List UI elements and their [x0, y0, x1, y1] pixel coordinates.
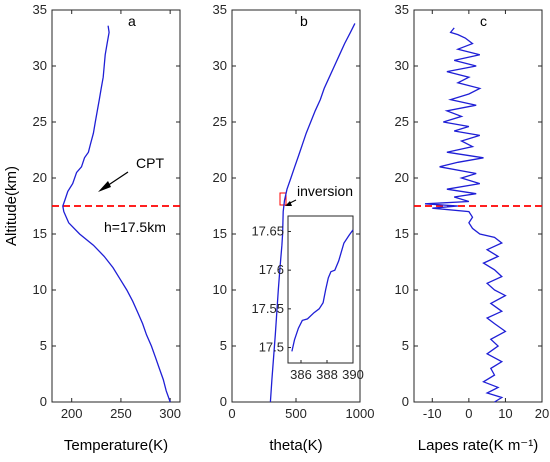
- panel-b-xlabel: theta(K): [269, 437, 322, 454]
- inset-ytick-label: 17.5: [259, 340, 284, 355]
- panel-a-ytick-label: 25: [33, 114, 47, 129]
- inset-frame: [287, 215, 354, 364]
- panel-a-xtick-label: 200: [61, 406, 83, 421]
- panel-a-xtick-label: 250: [110, 406, 132, 421]
- panel-c-ytick-label: 35: [395, 2, 409, 17]
- inset-region-marker: [279, 192, 287, 206]
- panel-c-xlabel: Lapes rate(K m⁻¹): [418, 437, 538, 454]
- panel-b-xtick-label: 1000: [346, 406, 375, 421]
- panel-b-frame: [231, 9, 361, 403]
- height-annotation: h=17.5km: [104, 219, 166, 235]
- panel-c-xtick-label: 20: [535, 406, 549, 421]
- panel-a-ylabel: Altitude(km): [3, 166, 20, 246]
- panel-b-ytick-label: 0: [220, 394, 227, 409]
- panel-a-ytick-label: 5: [40, 338, 47, 353]
- cpt-arrowhead: [98, 181, 111, 192]
- panel-a-ytick-label: 30: [33, 58, 47, 73]
- panel-a-xtick-label: 300: [159, 406, 181, 421]
- inset-xtick-label: 390: [342, 367, 364, 382]
- panel-a-ytick-label: 15: [33, 226, 47, 241]
- inset-ytick-label: 17.65: [251, 223, 284, 238]
- panel-c-xtick-label: -10: [423, 406, 442, 421]
- panel-a-ytick-label: 35: [33, 2, 47, 17]
- panel-b-series-line: [269, 23, 356, 403]
- panel-b-xtick-label: 500: [285, 406, 307, 421]
- panel-b-ytick-label: 35: [213, 2, 227, 17]
- panel-c-ytick-label: 5: [402, 338, 409, 353]
- panel-c-frame: [413, 9, 543, 403]
- panel-c-series-line: [424, 27, 507, 403]
- cpt-annotation: CPT: [136, 155, 164, 171]
- panel-c-xtick-label: 10: [498, 406, 512, 421]
- inset-ytick-label: 17.55: [251, 301, 284, 316]
- panel-a-series-line: [62, 25, 171, 403]
- panel-a-label: a: [128, 13, 136, 29]
- panel-c-ytick-label: 15: [395, 226, 409, 241]
- panel-c-xtick-label: 0: [465, 406, 472, 421]
- panel-c-ytick-label: 25: [395, 114, 409, 129]
- inset-xtick-label: 386: [290, 367, 312, 382]
- panel-b-xtick-label: 0: [228, 406, 235, 421]
- panel-c-label: c: [480, 13, 487, 29]
- panel-a-ytick-label: 0: [40, 394, 47, 409]
- inset-ytick-label: 17.6: [259, 262, 284, 277]
- inversion-arrowhead: [285, 201, 292, 206]
- inversion-annotation: inversion: [297, 183, 353, 199]
- panel-a-xlabel: Temperature(K): [64, 437, 168, 454]
- inset-series-line: [291, 229, 354, 352]
- panel-b-ytick-label: 15: [213, 226, 227, 241]
- panel-b-ytick-label: 20: [213, 170, 227, 185]
- inset-xtick-label: 388: [316, 367, 338, 382]
- panel-a-frame: [51, 9, 181, 403]
- panel-c-ytick-label: 30: [395, 58, 409, 73]
- panel-b-ytick-label: 10: [213, 282, 227, 297]
- panel-c-ytick-label: 10: [395, 282, 409, 297]
- panel-c-ytick-label: 20: [395, 170, 409, 185]
- panel-b-label: b: [300, 13, 308, 29]
- panel-a-ytick-label: 20: [33, 170, 47, 185]
- panel-b-ytick-label: 25: [213, 114, 227, 129]
- panel-b-ytick-label: 5: [220, 338, 227, 353]
- panel-c-ytick-label: 0: [402, 394, 409, 409]
- panel-a-ytick-label: 10: [33, 282, 47, 297]
- panel-b-ytick-label: 30: [213, 58, 227, 73]
